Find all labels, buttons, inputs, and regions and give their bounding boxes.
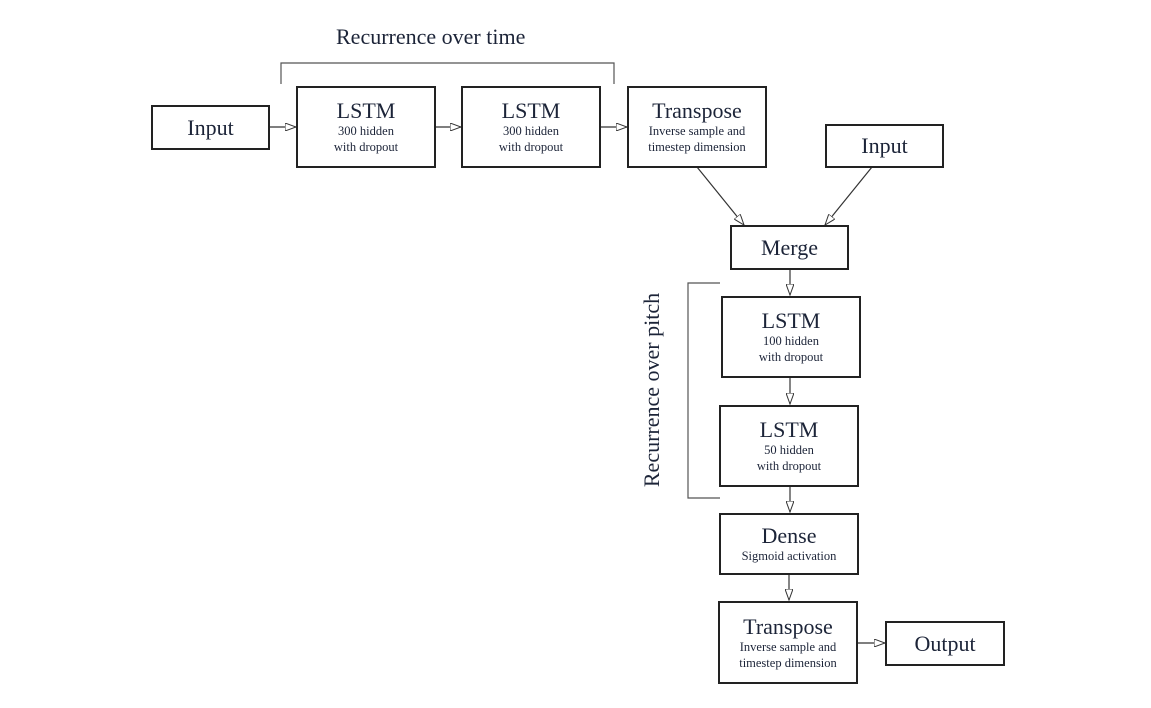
merge-node: Merge xyxy=(730,225,849,270)
edge-input2-merge xyxy=(825,166,873,225)
recurrence-over-time-label: Recurrence over time xyxy=(336,24,526,49)
lstm-node-4: LSTM 50 hidden with dropout xyxy=(719,405,859,487)
lstm-node-3: LSTM 100 hidden with dropout xyxy=(721,296,861,378)
lstm-dropout: with dropout xyxy=(758,350,824,364)
input-node-2: Input xyxy=(825,124,944,168)
transpose-title: Transpose xyxy=(743,613,833,639)
input-title: Input xyxy=(861,133,908,158)
dense-title: Dense xyxy=(761,523,817,548)
lstm-dropout: with dropout xyxy=(756,459,822,473)
recurrence-over-pitch-label: Recurrence over pitch xyxy=(639,292,664,488)
time-bracket xyxy=(280,62,615,84)
input-node: Input xyxy=(151,105,270,150)
lstm-title: LSTM xyxy=(501,98,561,123)
lstm-hidden: 50 hidden xyxy=(764,443,814,457)
transpose-node-1: Transpose Inverse sample and timestep di… xyxy=(627,86,767,168)
lstm-node-2: LSTM 300 hidden with dropout xyxy=(461,86,601,168)
transpose-desc-1: Inverse sample and xyxy=(739,639,837,654)
input-title: Input xyxy=(187,114,234,140)
transpose-desc-1: Inverse sample and xyxy=(648,124,746,138)
edge-transpose-merge xyxy=(696,166,744,225)
merge-title: Merge xyxy=(760,234,819,260)
dense-node: Dense Sigmoid activation xyxy=(719,513,859,575)
transpose-desc-2: timestep dimension xyxy=(648,140,746,154)
transpose-desc-2: timestep dimension xyxy=(739,655,837,670)
lstm-title: LSTM xyxy=(761,308,821,333)
transpose-node-2: Transpose Inverse sample and timestep di… xyxy=(718,601,858,684)
output-node: Output xyxy=(885,621,1005,666)
lstm-dropout: with dropout xyxy=(333,140,399,154)
lstm-title: LSTM xyxy=(336,98,396,123)
lstm-node-1: LSTM 300 hidden with dropout xyxy=(296,86,436,168)
lstm-hidden: 300 hidden xyxy=(338,124,394,138)
pitch-bracket xyxy=(687,282,720,499)
dense-activation: Sigmoid activation xyxy=(741,549,837,563)
output-title: Output xyxy=(914,630,976,656)
transpose-title: Transpose xyxy=(652,98,742,123)
lstm-dropout: with dropout xyxy=(498,140,564,154)
lstm-hidden: 300 hidden xyxy=(503,124,559,138)
lstm-hidden: 100 hidden xyxy=(763,334,819,348)
lstm-title: LSTM xyxy=(759,417,819,442)
